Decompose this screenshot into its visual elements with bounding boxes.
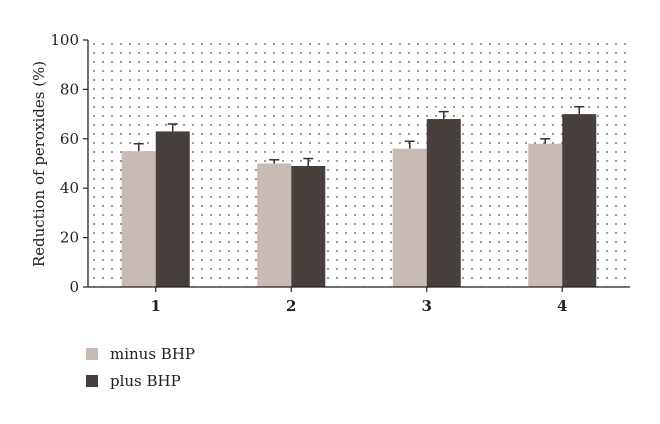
x-tick-label-1: 1 (151, 297, 161, 315)
x-tick-label-2: 2 (286, 297, 296, 315)
y-tick-label-80: 80 (60, 80, 79, 98)
y-tick-label-100: 100 (50, 31, 79, 49)
bar-cat2-series1 (257, 163, 292, 287)
legend-swatch-series2 (86, 375, 98, 387)
bar-cat1-series2 (155, 131, 190, 287)
bar-cat3-series2 (426, 119, 461, 287)
x-tick-label-4: 4 (557, 297, 567, 315)
bar-cat2-series2 (291, 165, 326, 287)
bar-cat4-series1 (528, 143, 563, 287)
y-tick-label-40: 40 (60, 179, 79, 197)
x-tick-label-3: 3 (422, 297, 432, 315)
y-axis-label: Reduction of peroxides (%) (30, 61, 48, 267)
bar-cat4-series2 (562, 114, 597, 287)
legend-label-series1: minus BHP (110, 345, 195, 363)
y-tick-label-0: 0 (69, 278, 79, 296)
bar-cat3-series1 (392, 148, 427, 287)
legend-swatch-series1 (86, 348, 98, 360)
bar-cat1-series1 (121, 151, 156, 287)
legend-label-series2: plus BHP (110, 372, 181, 390)
y-tick-label-20: 20 (60, 229, 79, 247)
y-tick-label-60: 60 (60, 130, 79, 148)
